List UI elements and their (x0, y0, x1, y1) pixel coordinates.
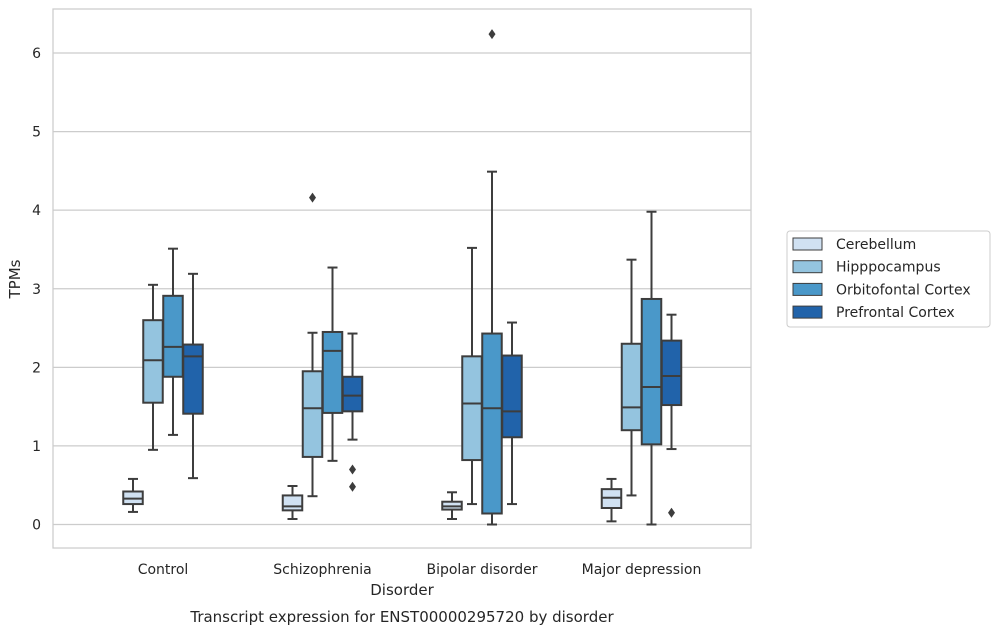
legend-items: Cerebellum Hipppocampus Orbitofontal Corte… (792, 237, 971, 321)
box (281, 484, 304, 520)
x-axis-label: Disorder (370, 581, 434, 599)
y-tick-label: 4 (32, 203, 41, 219)
iqr-box (142, 319, 164, 404)
x-tick-label: Bipolar disorder (426, 562, 537, 578)
outlier-marker (349, 464, 356, 475)
legend-label: Cerebellum (836, 237, 916, 253)
box (182, 272, 204, 480)
grid-lines (53, 52, 751, 526)
legend-item: Prefrontal Cortex (792, 305, 955, 321)
legend-item: Orbitofontal Cortex (792, 282, 971, 298)
outlier-marker (488, 29, 496, 40)
box (481, 29, 503, 526)
box (142, 283, 164, 451)
box (441, 491, 463, 520)
legend-swatch (792, 305, 823, 319)
y-tick-label: 3 (32, 282, 41, 298)
y-tick-label: 1 (32, 439, 41, 455)
box (461, 246, 483, 506)
x-tick-label: Control (138, 562, 189, 578)
legend-swatch (792, 237, 823, 251)
outlier-marker (349, 481, 356, 492)
box (620, 258, 643, 497)
iqr-box (281, 494, 304, 512)
outlier-marker (309, 192, 316, 203)
box (321, 266, 344, 462)
box (600, 477, 623, 523)
chart-caption: Transcript expression for ENST0000029572… (189, 608, 614, 626)
x-tick-label: Schizophrenia (273, 562, 371, 578)
legend-label: Hipppocampus (836, 260, 941, 276)
iqr-box (162, 294, 184, 378)
iqr-box (620, 342, 643, 432)
iqr-box (321, 330, 344, 414)
y-axis-label: TPMs (6, 259, 24, 299)
y-tick-label: 5 (32, 125, 41, 141)
iqr-box (501, 354, 523, 439)
box (162, 247, 184, 436)
iqr-box (301, 370, 324, 458)
plot-frame (52, 8, 752, 549)
legend-item: Cerebellum (792, 237, 916, 253)
box (341, 332, 364, 492)
box (301, 192, 324, 498)
legend: Cerebellum Hipppocampus Orbitofontal Corte… (786, 230, 991, 328)
legend-swatch (792, 282, 823, 296)
legend-label: Orbitofontal Cortex (836, 282, 971, 298)
box-series (122, 29, 683, 526)
iqr-box (341, 375, 364, 413)
box (501, 321, 523, 506)
iqr-box (481, 332, 503, 515)
iqr-box (461, 355, 483, 462)
y-tick-label: 6 (32, 46, 41, 62)
x-axis-ticks: Control Schizophrenia Bipolar disorder Majo… (138, 562, 702, 578)
outlier-marker (668, 507, 675, 518)
iqr-box (182, 343, 204, 415)
box (640, 210, 663, 526)
iqr-box (660, 339, 683, 407)
legend-label: Prefrontal Cortex (836, 305, 955, 321)
x-tick-label: Major depression (582, 562, 702, 578)
box (122, 477, 144, 513)
y-tick-label: 2 (32, 360, 41, 376)
iqr-box (640, 297, 663, 446)
legend-frame (786, 230, 991, 328)
legend-item: Hipppocampus (792, 260, 941, 276)
y-tick-label: 0 (32, 518, 41, 534)
legend-swatch (792, 260, 823, 274)
y-axis-ticks: 0 1 2 3 4 5 6 (32, 46, 41, 534)
box (660, 313, 683, 518)
